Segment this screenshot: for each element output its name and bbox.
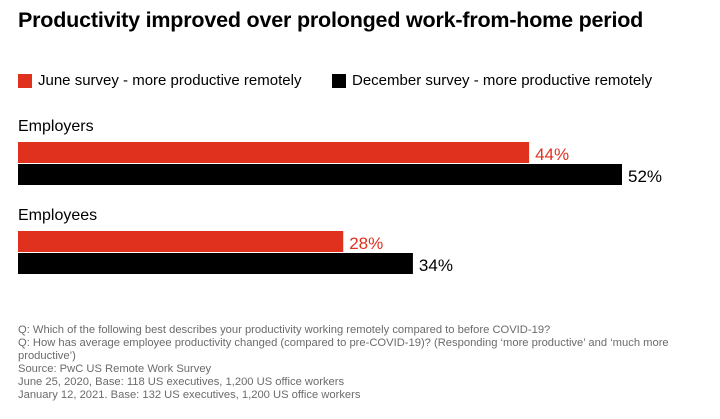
bar-employees-december	[18, 253, 413, 274]
note-line: Source: PwC US Remote Work Survey	[18, 363, 212, 375]
legend-item-june: June survey - more productive remotely	[18, 72, 301, 89]
note-line: Q: How has average employee productivity…	[18, 337, 669, 362]
note-line: Q: Which of the following best describes…	[18, 324, 551, 336]
chart-title: Productivity improved over prolonged wor…	[18, 8, 644, 32]
value-label-employees-december: 34%	[419, 256, 453, 275]
category-label-employees: Employees	[18, 207, 97, 224]
legend-label-june: June survey - more productive remotely	[38, 72, 302, 89]
bar-employers-december	[18, 164, 622, 185]
legend-swatch-june	[18, 73, 32, 88]
note-line: January 12, 2021. Base: 132 US executive…	[18, 389, 361, 401]
bar-employees-june	[18, 231, 344, 252]
chart-notes: Q: Which of the following best describes…	[18, 324, 714, 402]
value-label-employers-december: 52%	[628, 167, 662, 186]
category-label-employers: Employers	[18, 118, 94, 135]
note-line: June 25, 2020, Base: 118 US executives, …	[18, 376, 345, 388]
legend-item-december: December survey - more productive remote…	[332, 72, 652, 89]
value-label-employers-june: 44%	[535, 145, 569, 164]
legend: June survey - more productive remotely D…	[18, 72, 718, 92]
legend-swatch-december	[332, 73, 346, 88]
bar-employers-june	[18, 142, 530, 163]
legend-label-december: December survey - more productive remote…	[352, 72, 653, 89]
value-label-employees-june: 28%	[349, 234, 383, 253]
bar-chart: Employers 44% 52% Employees 28% 34%	[18, 118, 662, 275]
